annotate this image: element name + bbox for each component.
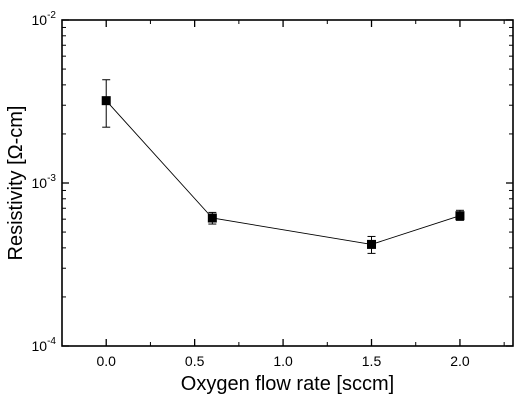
x-tick-label-2: 1.0 [273,353,293,369]
y-axis-label: Resistivity [Ω-cm] [5,106,27,261]
series-line-0 [105,100,461,245]
data-series [101,79,465,254]
data-point-1 [207,213,217,223]
y-tick-label-1: 10-3 [32,173,57,191]
x-tick-label-4: 2.0 [450,353,470,369]
x-axis-label: Oxygen flow rate [sccm] [181,373,394,395]
data-point-0 [101,96,111,106]
y-tick-label-0: 10-4 [32,336,57,354]
x-tick-label-3: 1.5 [362,353,382,369]
x-tick-label-1: 0.5 [185,353,205,369]
ticks: 0.0 0.5 1.0 1.5 2.0 10-4 10-3 10-2 [32,10,513,369]
x-tick-label-0: 0.0 [96,353,116,369]
data-point-2 [367,239,377,249]
plot-frame [61,19,514,347]
axes [61,19,514,347]
y-tick-label-2: 10-2 [32,10,57,28]
data-point-3 [455,211,465,221]
